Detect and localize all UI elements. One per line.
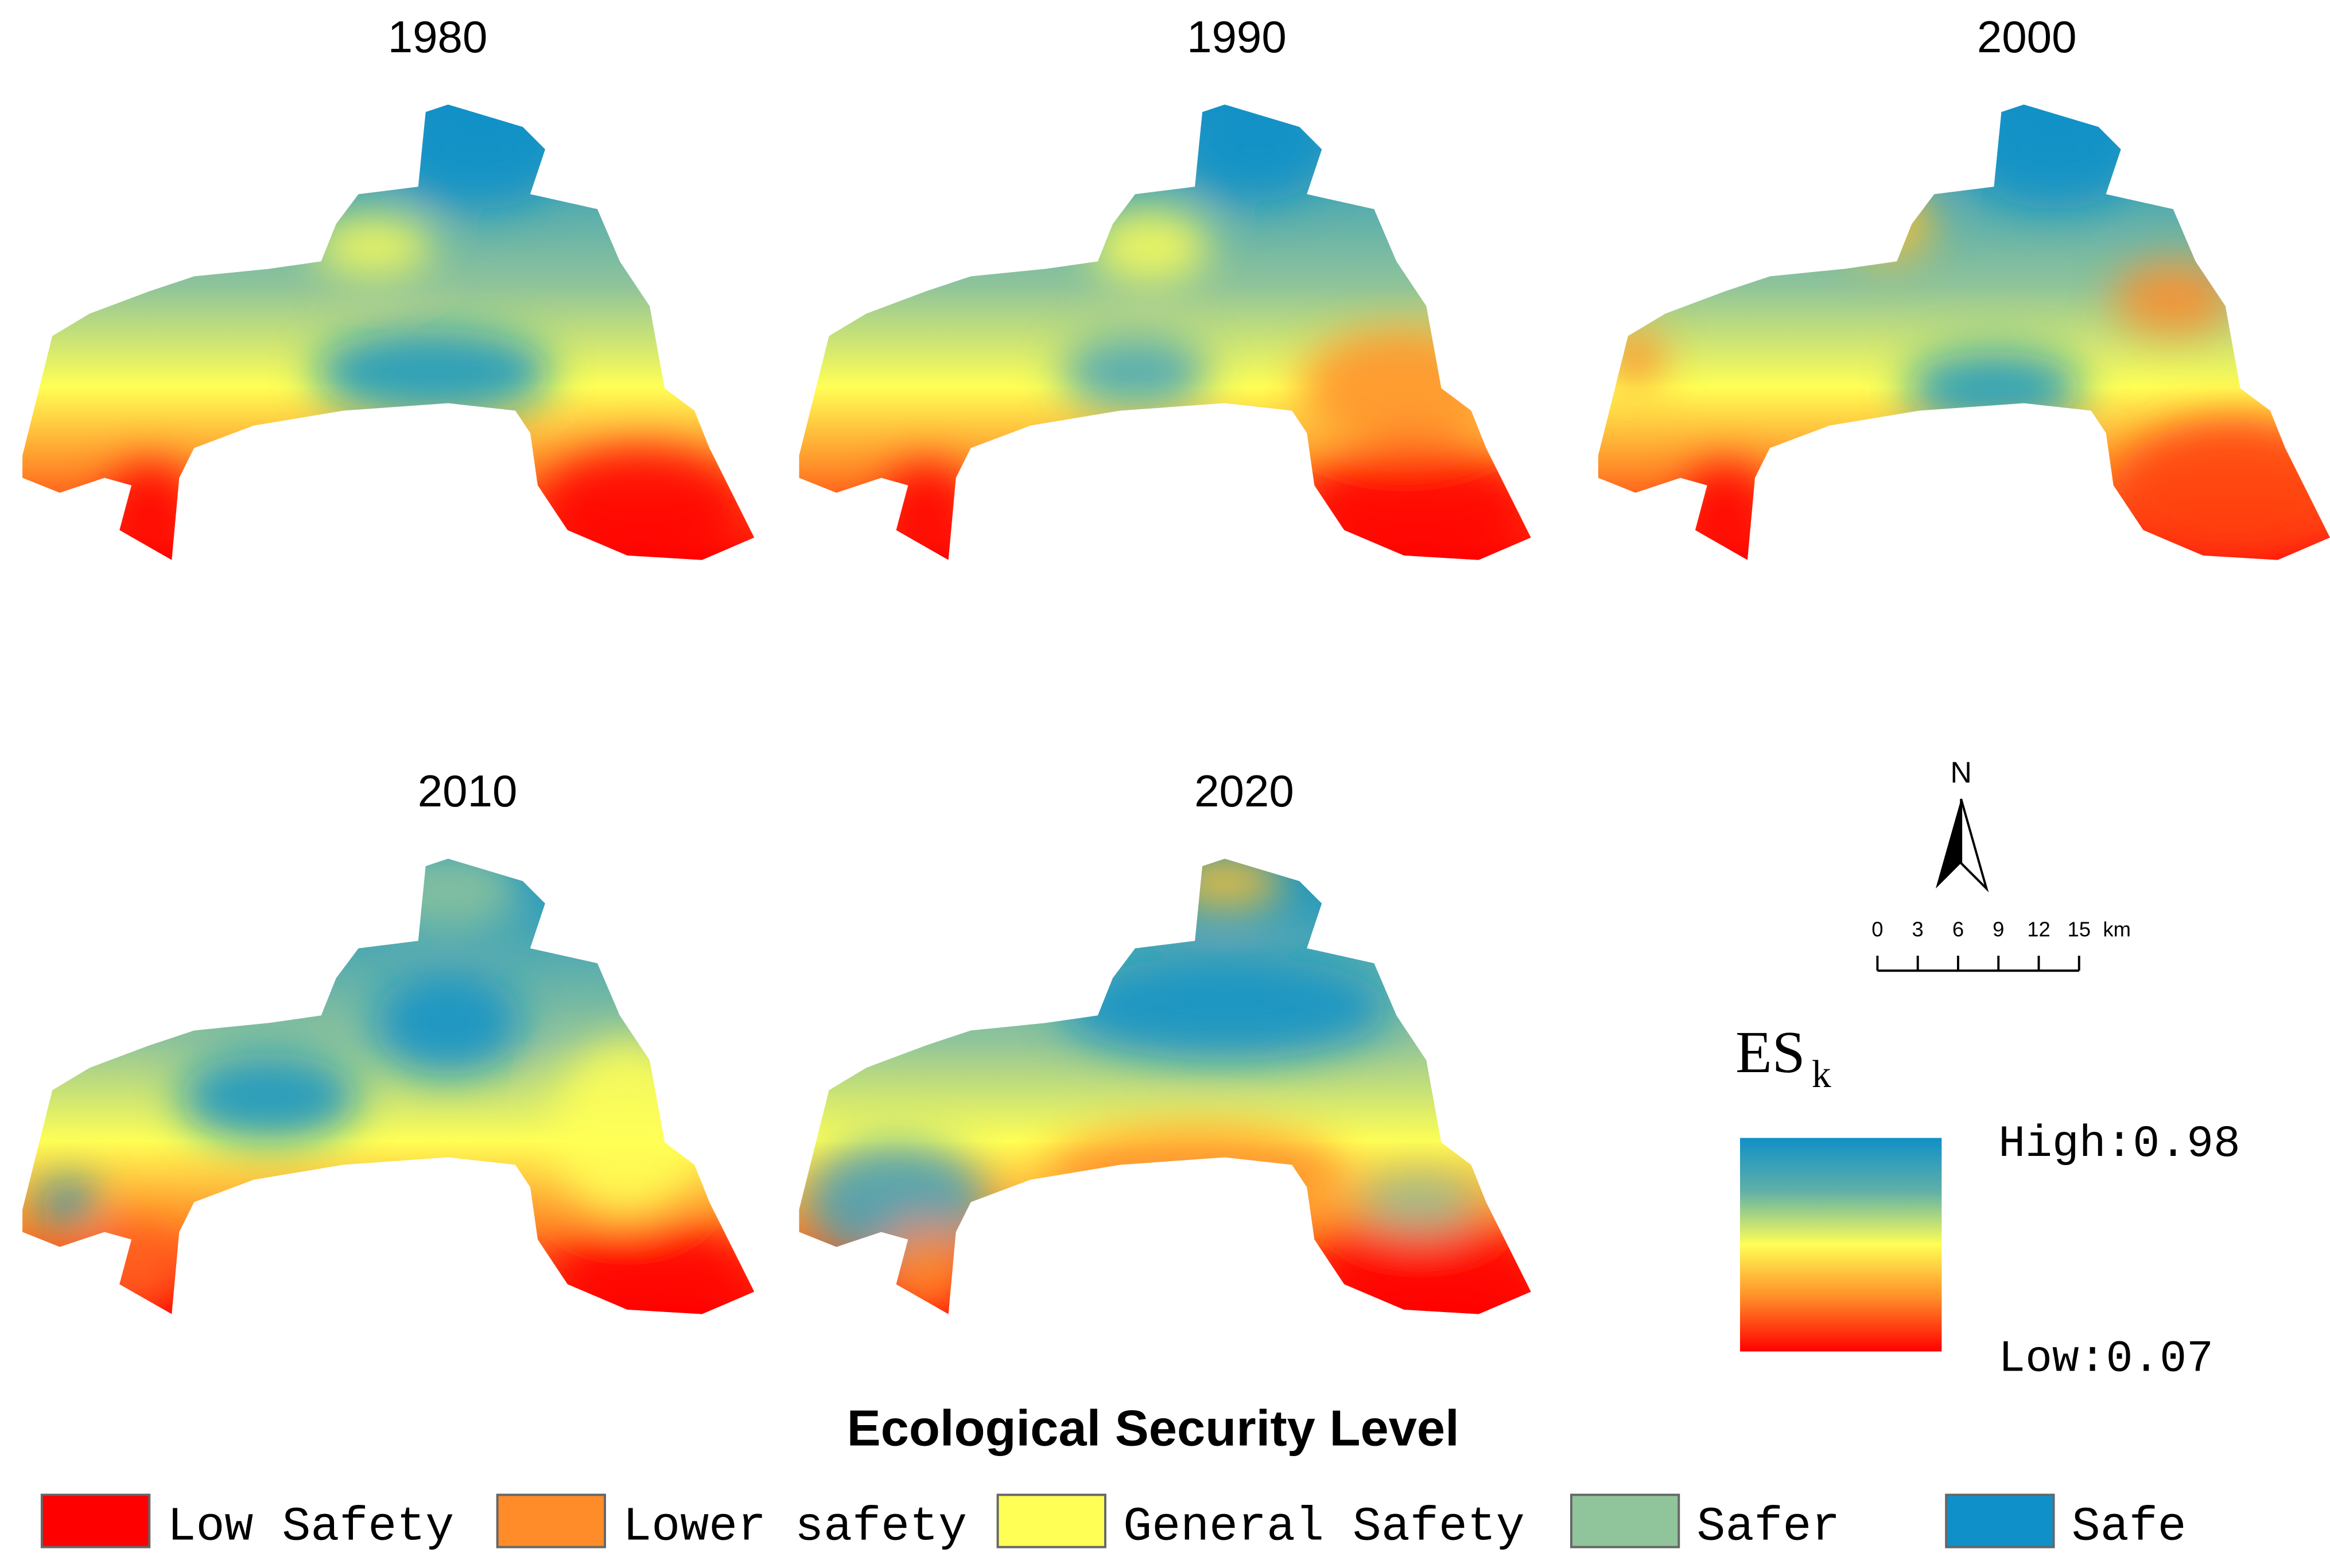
legend: Low Safety Lower safety General Safety Safe…	[40, 1493, 2187, 1555]
map-title: 2000	[1977, 11, 2077, 62]
map-zone	[1904, 351, 2084, 426]
map-title: 1980	[388, 11, 488, 62]
map-region	[1598, 104, 2330, 560]
north-label: N	[1950, 756, 1972, 789]
map-region	[799, 104, 1531, 560]
map-zone	[1299, 448, 1531, 560]
scale-tick-label: 3	[1912, 917, 1924, 941]
colorbar-low: Low:0.07	[1998, 1334, 2214, 1385]
scale-bar: km 0 3 6 9 12 15	[1871, 917, 2131, 972]
arrow-left	[1935, 799, 1962, 889]
map-zone	[537, 448, 747, 560]
map-zone	[1090, 209, 1210, 284]
map-zone	[313, 328, 553, 418]
map-title: 2010	[418, 766, 518, 816]
map-zone	[179, 1053, 359, 1143]
map-panel	[799, 104, 1531, 560]
map-zone	[1299, 328, 1509, 448]
legend-swatch	[496, 1493, 606, 1548]
maps	[22, 104, 2330, 1314]
map-zone	[373, 859, 523, 934]
map-region	[799, 859, 1531, 1314]
map-panel	[1598, 104, 2330, 560]
map-zone	[1359, 1172, 1479, 1232]
map-zone	[313, 216, 433, 277]
map-title: 2020	[1194, 766, 1294, 816]
map-zones	[104, 104, 747, 560]
map-zone	[1060, 336, 1210, 411]
legend-title: Ecological Security Level	[847, 1400, 1459, 1457]
map-zone	[1964, 104, 2143, 209]
map-zone	[552, 1224, 755, 1314]
arrow-right	[1960, 798, 1989, 892]
map-zone	[90, 1224, 180, 1314]
scale-tick-label: 0	[1871, 917, 1883, 941]
map-title: 1990	[1187, 11, 1287, 62]
legend-swatch	[1945, 1493, 2055, 1548]
legend-label: Low Safety	[167, 1501, 454, 1555]
map-zone	[806, 1142, 986, 1262]
map-panel	[22, 859, 755, 1314]
legend-label: General Safety	[1123, 1501, 1525, 1555]
map-zone	[2113, 261, 2233, 336]
map-zone	[1060, 956, 1389, 1061]
colorbar-high: High:0.98	[1998, 1119, 2240, 1170]
legend-label: Lower safety	[623, 1501, 967, 1555]
scale-unit: km	[2103, 917, 2131, 941]
scale-tick-label: 12	[2027, 917, 2051, 941]
map-zone	[373, 971, 523, 1076]
colorbar-subscript: k	[1812, 1053, 1831, 1096]
legend-label: Safer	[1697, 1501, 1840, 1555]
map-zone	[104, 463, 195, 553]
legend-swatch	[1570, 1493, 1680, 1548]
map-zone	[881, 1224, 971, 1314]
map-region	[22, 104, 755, 560]
map-zone	[552, 1038, 702, 1217]
map-panel	[799, 859, 1531, 1314]
map-panel	[22, 104, 755, 560]
map-zone	[1680, 463, 1770, 553]
north-arrow: N	[1935, 756, 1989, 892]
scale-tick-label: 15	[2068, 917, 2091, 941]
map-zone	[388, 104, 568, 209]
map-zone	[1045, 1127, 1345, 1217]
legend-swatch	[996, 1493, 1106, 1548]
scale-tick-label: 6	[1952, 917, 1964, 941]
map-region	[22, 859, 755, 1314]
map-zone	[1605, 328, 1665, 389]
map-zone	[1314, 1217, 1531, 1314]
map-zone	[37, 1179, 98, 1225]
map-zone	[1180, 104, 1330, 202]
colorbar-ramp	[1739, 1138, 1942, 1352]
map-zone	[881, 463, 971, 553]
colorbar-label: ES	[1735, 1019, 1805, 1085]
map-zone	[1165, 859, 1285, 911]
legend-swatch	[40, 1493, 151, 1548]
scale-tick-label: 9	[1993, 917, 2004, 941]
map-zone	[1844, 187, 1935, 262]
legend-label: Safe	[2072, 1501, 2187, 1555]
colorbar: ES k High:0.98 Low:0.07	[1735, 1019, 2240, 1384]
